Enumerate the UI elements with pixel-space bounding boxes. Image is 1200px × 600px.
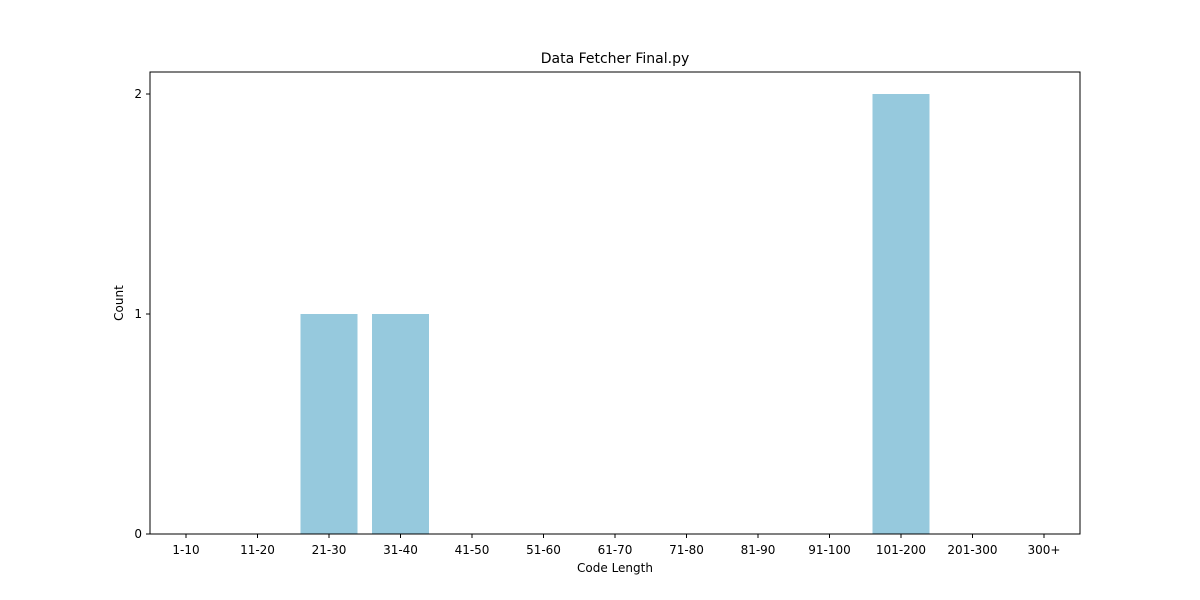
chart-title: Data Fetcher Final.py <box>541 51 690 67</box>
bar-21-30 <box>300 314 358 534</box>
x-tick-label: 300+ <box>1028 543 1061 557</box>
y-axis-label: Count <box>112 285 126 321</box>
x-ticks-group: 1-10 11-20 21-30 31-40 41-50 51-60 61-70 71-80 8… <box>172 534 1060 557</box>
x-tick-label: 11-20 <box>240 543 275 557</box>
bars-group <box>300 94 930 534</box>
x-tick-label: 71-80 <box>669 543 704 557</box>
x-tick-label: 91-100 <box>808 543 851 557</box>
y-tick-label: 2 <box>134 87 142 101</box>
x-tick-label: 31-40 <box>383 543 418 557</box>
x-tick-label: 21-30 <box>312 543 347 557</box>
y-tick-label: 1 <box>134 307 142 321</box>
x-tick-label: 41-50 <box>455 543 490 557</box>
y-ticks-group: 0 1 2 <box>134 87 150 541</box>
x-tick-label: 201-300 <box>947 543 997 557</box>
x-tick-label: 61-70 <box>598 543 633 557</box>
x-tick-label: 51-60 <box>526 543 561 557</box>
x-tick-label: 81-90 <box>741 543 776 557</box>
plot-frame <box>149 71 1081 535</box>
x-axis-label: Code Length <box>577 561 653 575</box>
x-tick-label: 101-200 <box>876 543 926 557</box>
x-tick-label: 1-10 <box>172 543 199 557</box>
y-tick-label: 0 <box>134 527 142 541</box>
bar-101-200 <box>872 94 930 534</box>
bar-31-40 <box>372 314 429 534</box>
